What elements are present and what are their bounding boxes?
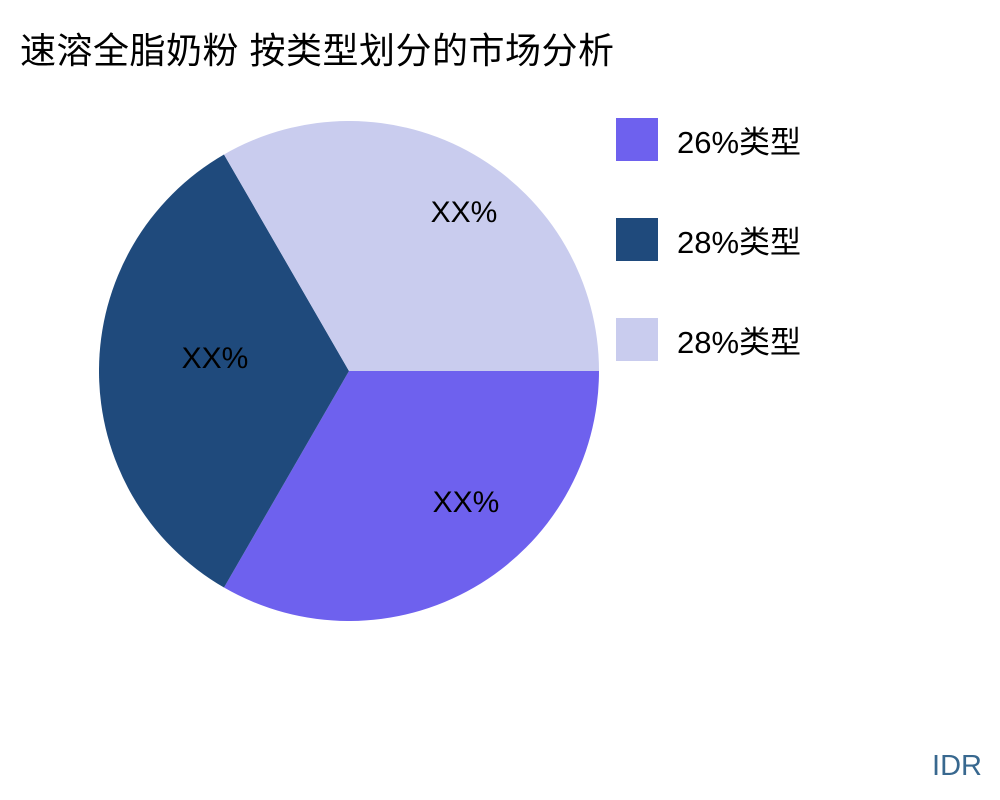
pie-chart: [99, 121, 599, 621]
chart-title: 速溶全脂奶粉 按类型划分的市场分析: [20, 30, 615, 71]
pie-slice-2: [224, 121, 599, 371]
pie-slice-0: [224, 371, 599, 621]
pie-slice-label: XX%: [430, 196, 498, 229]
pie-chart-area: [99, 121, 599, 621]
legend-label: 28%类型: [677, 325, 802, 360]
legend-item: 28%类型: [616, 218, 801, 261]
legend-label: 26%类型: [677, 125, 802, 160]
legend-label: 28%类型: [677, 225, 802, 260]
legend-item: 28%类型: [616, 318, 801, 361]
currency-footnote: IDR: [932, 750, 982, 782]
pie-slice-1: [99, 154, 349, 588]
legend-swatch-icon: [616, 118, 658, 161]
legend-swatch-icon: [616, 218, 658, 261]
legend: 26%类型 28%类型 28%类型: [616, 118, 801, 418]
pie-slice-label: XX%: [432, 486, 500, 519]
legend-item: 26%类型: [616, 118, 801, 161]
pie-slice-label: XX%: [181, 342, 249, 375]
legend-swatch-icon: [616, 318, 658, 361]
